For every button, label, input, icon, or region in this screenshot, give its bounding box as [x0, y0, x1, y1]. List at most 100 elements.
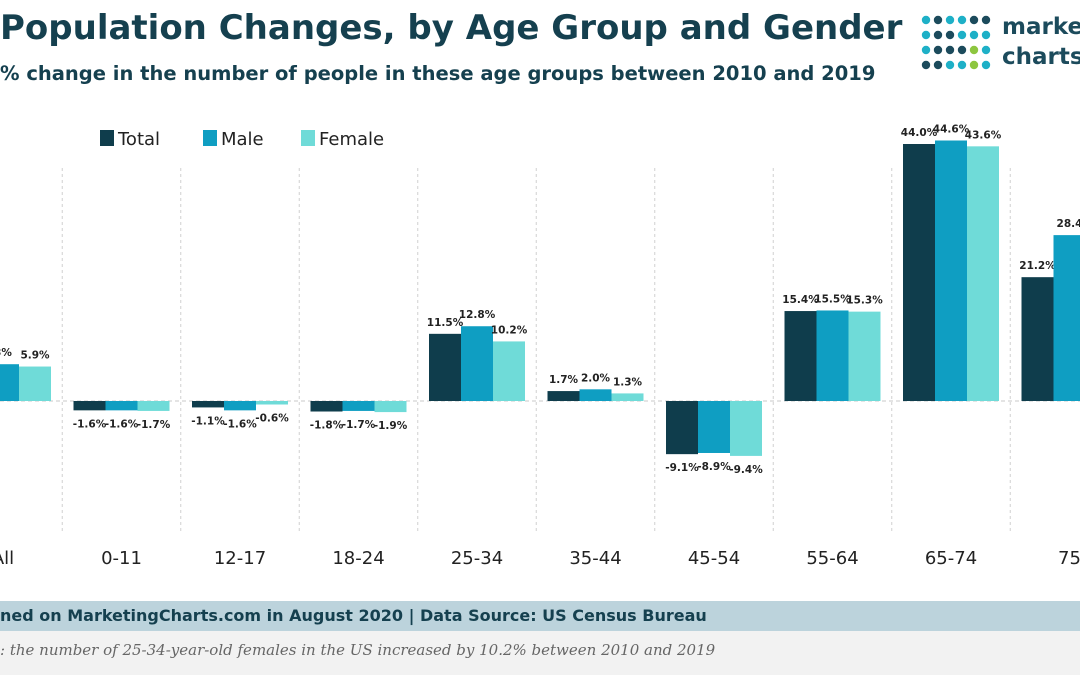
note-bar	[0, 631, 1080, 675]
marketingcharts-logo: marke charts	[920, 14, 1080, 76]
logo-dot	[921, 45, 931, 55]
data-label: 3%	[0, 347, 12, 359]
bar-total	[310, 401, 343, 412]
logo-dot	[921, 15, 931, 25]
data-label: -9.4%	[729, 464, 763, 476]
bar-female	[137, 401, 170, 411]
bar-total	[192, 401, 224, 408]
logo-dot	[969, 45, 979, 55]
data-label: -1.7%	[137, 419, 171, 431]
logo-dot	[933, 15, 943, 25]
logo-dot	[921, 60, 931, 70]
bar-male	[935, 140, 967, 401]
logo-dot	[933, 30, 943, 40]
data-label: -1.1%	[191, 415, 225, 427]
data-label: -8.9%	[697, 461, 731, 473]
data-label: -1.6%	[73, 418, 107, 430]
logo-dot	[957, 15, 967, 25]
bar-male	[105, 401, 138, 411]
bar-male	[0, 364, 19, 401]
data-label: 1.3%	[613, 376, 643, 388]
footer-source: ned on MarketingCharts.com in August 202…	[0, 606, 707, 625]
logo-dot	[969, 60, 979, 70]
bar-total	[903, 144, 935, 401]
legend-swatch-male	[203, 130, 217, 146]
logo-dot	[981, 45, 991, 55]
bar-total	[429, 333, 461, 401]
bar-male	[698, 401, 730, 453]
data-label: 11.5%	[427, 317, 464, 329]
data-label: 15.5%	[814, 293, 851, 305]
logo-dot	[957, 60, 967, 70]
data-label: 28.4	[1057, 218, 1080, 230]
data-label: 2.0%	[581, 372, 611, 384]
bar-chart: 3%5.9%All-1.6%-1.6%-1.7%0-11-1.1%-1.6%-0…	[0, 123, 1080, 569]
logo-dot	[981, 60, 991, 70]
data-label: -1.8%	[310, 420, 344, 432]
bar-female	[493, 341, 525, 401]
data-label: -1.6%	[223, 418, 257, 430]
logo-dot	[957, 45, 967, 55]
bar-female	[374, 401, 407, 413]
bar-total	[666, 401, 698, 455]
category-label: 25-34	[451, 548, 503, 569]
data-label: 15.4%	[782, 294, 819, 306]
bar-female	[967, 146, 999, 401]
bar-female	[730, 401, 762, 456]
legend-label-total: Total	[117, 129, 160, 150]
logo-dot	[969, 30, 979, 40]
logo-dot	[945, 15, 955, 25]
bar-male	[816, 310, 849, 401]
logo-text-line2: charts	[1002, 44, 1080, 70]
legend-label-female: Female	[319, 129, 384, 150]
bar-female	[611, 393, 644, 401]
category-label: All	[0, 548, 14, 569]
logo-dots-icon	[921, 15, 991, 70]
data-label: 44.0%	[901, 127, 938, 139]
category-label: 45-54	[688, 548, 740, 569]
footer-bar	[0, 601, 1080, 631]
bar-total	[547, 391, 580, 401]
category-label: 35-44	[569, 548, 621, 569]
legend-swatch-female	[301, 130, 315, 146]
bar-female	[19, 366, 51, 401]
data-label: 15.3%	[846, 295, 883, 307]
data-label: -1.7%	[342, 419, 376, 431]
data-label: 10.2%	[491, 324, 528, 336]
bar-male	[342, 401, 375, 411]
logo-dot	[933, 45, 943, 55]
bar-total	[73, 401, 106, 411]
logo-dot	[921, 30, 931, 40]
data-label: 12.8%	[459, 309, 496, 321]
category-label: 0-11	[101, 548, 142, 569]
data-label: -0.6%	[255, 413, 289, 425]
footer-note: : the number of 25-34-year-old females i…	[0, 641, 716, 659]
category-label: 12-17	[214, 548, 266, 569]
category-label: 55-64	[806, 548, 858, 569]
data-label: 21.2%	[1019, 260, 1056, 272]
bar-total	[784, 311, 817, 401]
chart-subtitle: % change in the number of people in thes…	[0, 62, 876, 85]
legend-label-male: Male	[221, 129, 264, 150]
bar-male	[461, 326, 493, 401]
logo-dot	[945, 45, 955, 55]
data-label: -1.6%	[105, 418, 139, 430]
data-label: -1.9%	[374, 420, 408, 432]
logo-dot	[945, 60, 955, 70]
category-label: 75	[1058, 548, 1080, 569]
bar-male	[224, 401, 256, 411]
bar-female	[256, 401, 288, 405]
bar-male	[1053, 235, 1080, 401]
logo-text-line1: marke	[1002, 14, 1080, 40]
data-label: -9.1%	[665, 462, 699, 474]
legend-swatch-total	[100, 130, 114, 146]
logo-dot	[981, 15, 991, 25]
data-label: 43.6%	[965, 129, 1002, 141]
data-label: 44.6%	[933, 123, 970, 135]
logo-dot	[981, 30, 991, 40]
bar-total	[1021, 277, 1054, 401]
logo-dot	[945, 30, 955, 40]
category-label: 65-74	[925, 548, 977, 569]
data-label: 5.9%	[20, 350, 50, 362]
chart-title: Population Changes, by Age Group and Gen…	[0, 8, 903, 48]
